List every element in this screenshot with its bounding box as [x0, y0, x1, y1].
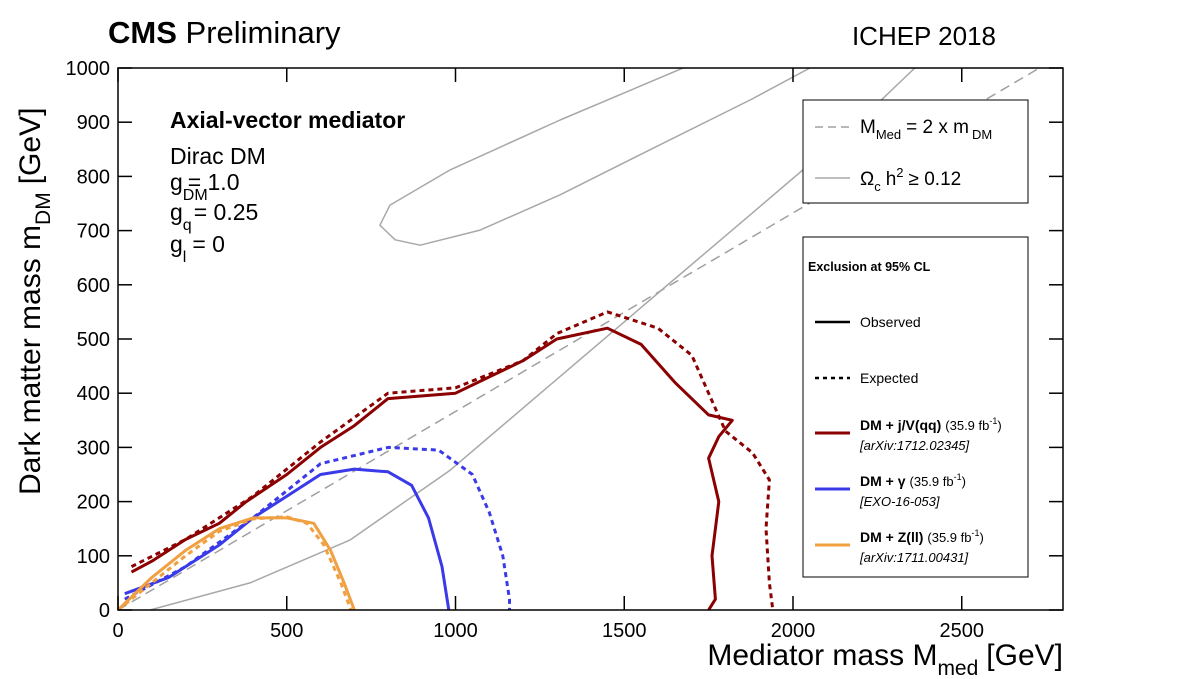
- legend-sub: Med: [876, 127, 901, 142]
- chart-title: CMS Preliminary: [108, 15, 341, 50]
- axes: 0 500 1000 1500 2000 2500 0 100 200 300 400 500 600 7…: [66, 58, 1063, 642]
- x-tick-label: 0: [112, 620, 123, 642]
- legend-entry: DM + γ (35.9 fb-1): [860, 472, 966, 489]
- legend-text: Ω: [860, 169, 874, 190]
- legend-name: DM + Z(ll): [860, 529, 923, 545]
- legend-sup: 2: [896, 165, 903, 180]
- g-symbol: g: [170, 169, 183, 195]
- g-sub: q: [183, 217, 192, 234]
- x-label-unit: [GeV]: [986, 639, 1063, 672]
- legend-entry: Ωc h2 ≥ 0.12: [860, 165, 961, 194]
- title-cms: CMS: [108, 15, 177, 50]
- legend-lumi-sup: -1: [989, 416, 997, 426]
- legend-entry: MMed = 2 x m DM: [860, 117, 992, 142]
- y-tick-label: 1000: [66, 58, 111, 80]
- g-symbol: g: [170, 199, 183, 225]
- exclusion-legend: [802, 236, 1029, 578]
- y-tick-label: 300: [77, 437, 110, 459]
- contour: [118, 515, 353, 610]
- plot-area: [118, 68, 1040, 610]
- legend-lumi-end: ): [980, 530, 984, 545]
- legend-reference: [EXO-16-053]: [859, 494, 940, 509]
- legend-lumi-sup: -1: [954, 472, 962, 482]
- legend-text: ≥ 0.12: [909, 169, 962, 190]
- g-symbol: g: [170, 231, 183, 257]
- x-tick-label: 1000: [433, 620, 478, 642]
- annotation-gq: gq= 0.25: [170, 199, 258, 234]
- legend-sub: DM: [972, 127, 992, 142]
- legend-text: h: [886, 169, 897, 190]
- legend-text: = 2 x m: [906, 117, 969, 138]
- annotation-dm: Dirac DM: [170, 143, 266, 169]
- legend-text: M: [860, 117, 876, 138]
- reference-legend: [802, 99, 1029, 204]
- legend-lumi: (35.9 fb: [927, 530, 971, 545]
- y-tick-label: 800: [77, 166, 110, 188]
- g-sub: l: [183, 249, 187, 266]
- g-value: = 1.0: [188, 169, 240, 195]
- annotation-mediator: Axial-vector mediator: [170, 107, 405, 133]
- y-tick-label: 500: [77, 329, 110, 351]
- legend-lumi: (35.9 fb: [910, 474, 954, 489]
- y-tick-label: 0: [99, 600, 110, 622]
- y-tick-label: 900: [77, 112, 110, 134]
- legend-reference: [arXiv:1711.00431]: [859, 550, 969, 565]
- x-tick-label: 2000: [771, 620, 816, 642]
- x-tick-label: 1500: [602, 620, 647, 642]
- legend-name: DM + j/V(qq): [860, 417, 941, 433]
- y-tick-label: 600: [77, 275, 110, 297]
- y-axis-label: Dark matter mass mDM [GeV]: [14, 108, 55, 495]
- x-label-main: Mediator mass M: [707, 639, 937, 672]
- x-label-sub: med: [937, 657, 978, 679]
- legend-title: Exclusion at 95% CL: [808, 260, 931, 274]
- y-tick-label: 400: [77, 383, 110, 405]
- legend-lumi-end: ): [962, 474, 966, 489]
- x-tick-label: 2500: [940, 620, 985, 642]
- legend-sub: c: [874, 179, 881, 194]
- y-tick-label: 200: [77, 492, 110, 514]
- annotation-gl: gl = 0: [170, 231, 225, 266]
- y-label-unit: [GeV]: [14, 108, 47, 185]
- reference-line: [118, 68, 1040, 610]
- legend-entry: DM + j/V(qq) (35.9 fb-1): [860, 416, 1002, 433]
- y-tick-label: 100: [77, 546, 110, 568]
- annotation-gdm: gDM= 1.0: [170, 169, 239, 204]
- series-legend: DM + j/V(qq) (35.9 fb-1)[arXiv:1712.02345…: [815, 416, 1002, 565]
- conference: ICHEP 2018: [852, 21, 996, 51]
- y-label-sub: DM: [32, 192, 55, 225]
- y-tick-label: 700: [77, 221, 110, 243]
- x-tick-label: 500: [270, 620, 303, 642]
- g-sub: DM: [183, 187, 208, 204]
- legend-lumi: (35.9 fb: [945, 418, 989, 433]
- contour: [130, 310, 775, 610]
- g-value: = 0.25: [194, 199, 259, 225]
- title-preliminary: Preliminary: [186, 15, 342, 50]
- legend-entry: DM + Z(ll) (35.9 fb-1): [860, 528, 984, 545]
- legend-expected: Expected: [860, 370, 918, 386]
- legend-observed: Observed: [860, 314, 921, 330]
- y-label-main: Dark matter mass m: [14, 225, 47, 495]
- contour: [130, 326, 734, 610]
- legend-name: DM + γ: [860, 473, 906, 489]
- legend-lumi-end: ): [997, 418, 1001, 433]
- contour: [124, 467, 451, 610]
- g-value: = 0: [192, 231, 225, 257]
- legend-lumi-sup: -1: [971, 528, 979, 538]
- legend-reference: [arXiv:1712.02345]: [859, 438, 970, 453]
- x-axis-label: Mediator mass Mmed [GeV]: [707, 639, 1063, 679]
